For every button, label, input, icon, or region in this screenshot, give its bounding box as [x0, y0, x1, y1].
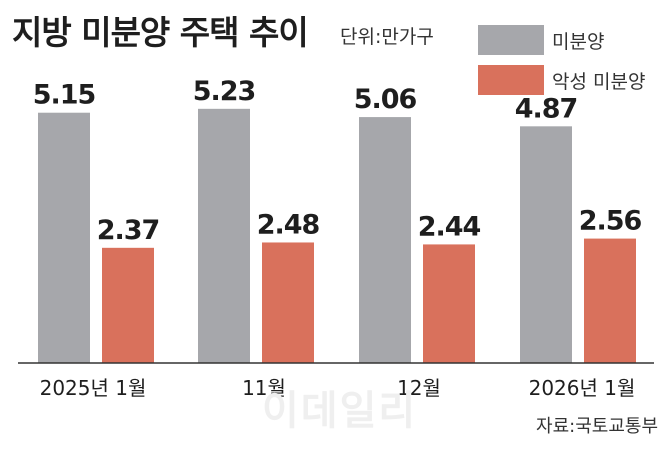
bar-malignant-unsold-1: [262, 242, 314, 363]
bar-unsold-2: [359, 117, 411, 363]
category-label-3: 2026년 1월: [529, 376, 636, 400]
value-label-unsold-3: 4.87: [515, 93, 578, 124]
value-label-malignant-unsold-0: 2.37: [97, 215, 160, 246]
value-label-malignant-unsold-1: 2.48: [257, 209, 320, 240]
bar-unsold-3: [520, 126, 572, 364]
value-label-unsold-2: 5.06: [354, 84, 417, 115]
legend-swatch-unsold: [478, 25, 544, 55]
value-label-unsold-0: 5.15: [33, 80, 96, 111]
legend-label-malignant-unsold: 악성 미분양: [552, 70, 646, 93]
value-label-unsold-1: 5.23: [193, 76, 256, 107]
bar-unsold-0: [38, 112, 90, 364]
bar-malignant-unsold-0: [102, 247, 154, 363]
bar-malignant-unsold-3: [584, 238, 636, 363]
chart-title: 지방 미분양 주택 추이: [12, 13, 309, 52]
bar-malignant-unsold-2: [423, 244, 475, 363]
category-label-2: 12월: [397, 376, 441, 400]
bar-unsold-1: [198, 108, 250, 364]
unit-label: 단위:만가구: [340, 26, 434, 48]
legend-label-unsold: 미분양: [552, 30, 605, 53]
legend-item-unsold: 미분양: [478, 25, 604, 55]
watermark-logo: 이데일리: [262, 388, 418, 434]
value-label-malignant-unsold-2: 2.44: [418, 211, 481, 242]
source-label: 자료:국토교통부: [536, 416, 658, 437]
legend-item-malignant-unsold: 악성 미분양: [478, 65, 645, 95]
category-label-0: 2025년 1월: [40, 376, 147, 400]
category-label-1: 11월: [242, 376, 286, 400]
value-label-malignant-unsold-3: 2.56: [579, 206, 642, 237]
legend-swatch-malignant-unsold: [478, 65, 544, 95]
